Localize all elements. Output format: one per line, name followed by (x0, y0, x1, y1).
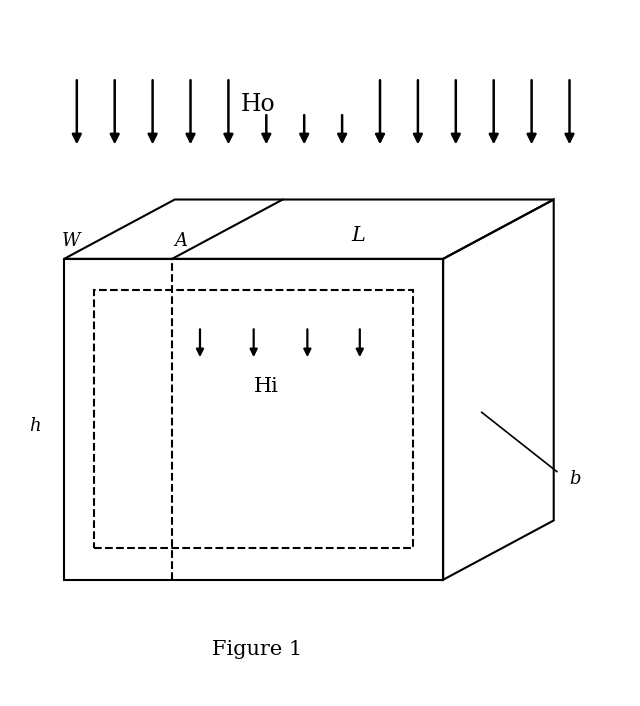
Text: Ho: Ho (241, 93, 276, 116)
Text: A: A (175, 232, 188, 250)
Text: b: b (570, 469, 581, 488)
Text: W: W (62, 232, 81, 250)
Text: L: L (351, 226, 365, 245)
Text: Figure 1: Figure 1 (212, 640, 302, 659)
Text: h: h (29, 417, 40, 436)
Text: Hi: Hi (254, 378, 279, 396)
